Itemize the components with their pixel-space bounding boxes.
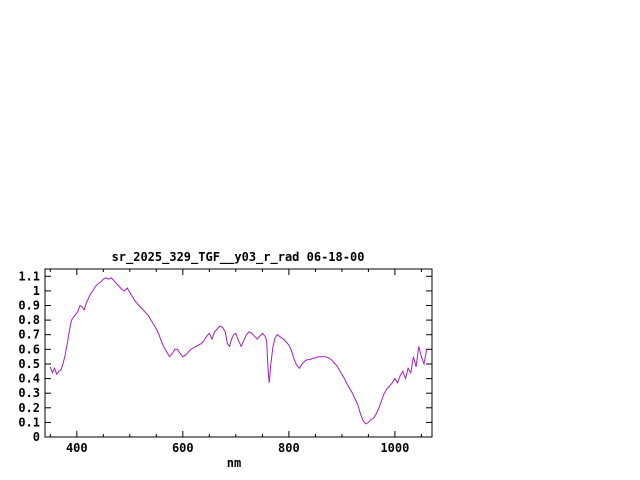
x-tick-label: 1000: [380, 441, 409, 455]
y-tick-label: 1.1: [18, 269, 40, 283]
x-axis-labels: 400 600 800 1000: [66, 441, 409, 455]
chart-title: sr_2025_329_TGF__y03_r_rad 06-18-00: [112, 250, 365, 265]
y-tick-label: 0.3: [18, 386, 40, 400]
spectrum-line: [49, 277, 428, 425]
y-tick-label: 0.9: [18, 299, 40, 313]
axis-ticks: [45, 269, 432, 438]
y-tick-label: 0.5: [18, 357, 40, 371]
x-tick-label: 800: [278, 441, 300, 455]
y-tick-label: 0.6: [18, 342, 40, 356]
x-tick-label: 400: [66, 441, 88, 455]
y-axis-labels: 00.10.20.30.40.50.60.70.80.911.1: [18, 269, 40, 444]
y-tick-label: 0: [33, 430, 40, 444]
y-tick-label: 0.4: [18, 372, 40, 386]
y-tick-label: 0.8: [18, 313, 40, 327]
x-tick-label: 600: [172, 441, 194, 455]
y-tick-label: 0.7: [18, 328, 40, 342]
y-tick-label: 0.1: [18, 415, 40, 429]
y-tick-label: 1: [33, 284, 40, 298]
y-tick-label: 0.2: [18, 401, 40, 415]
x-axis-title: nm: [227, 456, 241, 470]
plot-area-border: [44, 268, 433, 438]
